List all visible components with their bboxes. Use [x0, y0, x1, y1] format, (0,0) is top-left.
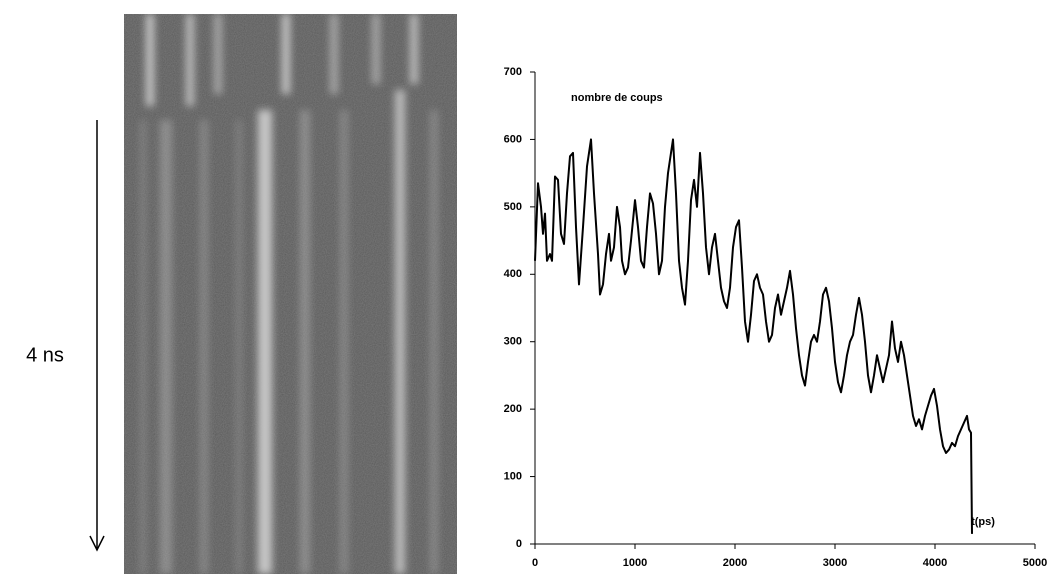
y-tick-label: 300 [504, 336, 522, 348]
data-line [534, 138, 973, 534]
y-tick-label: 700 [504, 66, 522, 78]
x-tick-label: 1000 [623, 557, 647, 569]
x-tick-label: 3000 [823, 557, 847, 569]
y-tick-label: 100 [504, 470, 522, 482]
x-tick-label: 0 [532, 557, 538, 569]
y-tick-label: 0 [516, 538, 522, 550]
x-axis-label: t(ps) [971, 516, 995, 528]
y-tick-label: 400 [504, 268, 522, 280]
y-tick-label: 200 [504, 403, 522, 415]
y-tick-label: 600 [504, 133, 522, 145]
y-tick-label: 500 [504, 201, 522, 213]
image-label: 4 ns [26, 344, 64, 366]
x-tick-label: 4000 [923, 557, 947, 569]
streak-image [124, 14, 457, 574]
x-tick-label: 5000 [1023, 557, 1047, 569]
x-tick-label: 2000 [723, 557, 747, 569]
arrow-head [89, 535, 105, 552]
chart-title: nombre de coups [571, 92, 663, 104]
